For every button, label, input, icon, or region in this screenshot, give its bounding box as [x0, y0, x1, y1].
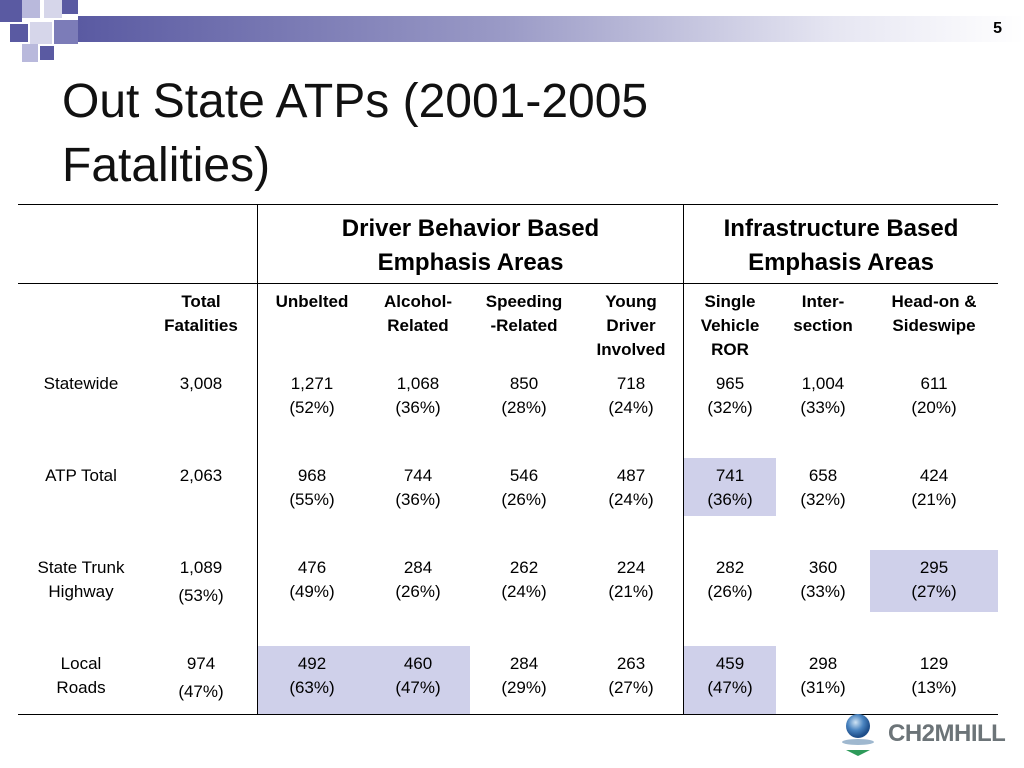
- table-cell: 850 (28%): [501, 374, 547, 417]
- table-divider-left: [257, 204, 258, 714]
- highlight-local-alcohol: [366, 646, 470, 714]
- table-cell: 1,004 (33%): [800, 374, 846, 417]
- col-header-speeding: Speeding -Related: [485, 292, 563, 335]
- table-cell: 1,089 (53%): [178, 558, 224, 605]
- table-cell: 360 (33%): [800, 558, 846, 601]
- col-header-young-driver: Young Driver Involved: [596, 292, 666, 359]
- table-cell: 1,068 (36%): [395, 374, 441, 417]
- row-label-atp-total: ATP Total: [45, 466, 117, 485]
- corner-decoration: [0, 0, 80, 64]
- header-gradient-bar: [78, 16, 1024, 42]
- group-header-driver: Driver Behavior Based Emphasis Areas: [341, 215, 600, 276]
- table-cell: 968 (55%): [289, 466, 335, 509]
- table-cell: 459 (47%): [707, 654, 753, 697]
- table-bottom-border: [18, 714, 998, 715]
- table-cell: 298 (31%): [800, 654, 846, 697]
- col-header-total-fatalities: Total Fatalities: [164, 292, 238, 335]
- table-cell: 263 (27%): [608, 654, 654, 697]
- row-label-statewide: Statewide: [43, 374, 119, 393]
- table-cell: 2,063: [179, 466, 223, 485]
- table-cell: 282 (26%): [707, 558, 753, 601]
- highlight-local-unbelted: [258, 646, 366, 714]
- row-label-local-roads: Local Roads: [56, 654, 106, 697]
- table-top-border: [18, 204, 998, 205]
- title-line-2: Fatalities): [62, 139, 271, 192]
- ch2mhill-logo-icon: [842, 714, 874, 756]
- table-cell: 546 (26%): [501, 466, 547, 509]
- title-line-1: Out State ATPs (2001-2005: [62, 75, 649, 128]
- table-cell: 492 (63%): [289, 654, 335, 697]
- table-cell: 741 (36%): [707, 466, 753, 509]
- highlight-atp-single-vehicle: [684, 458, 776, 516]
- table-cell: 284 (29%): [501, 654, 547, 697]
- table-cell: 295 (27%): [911, 558, 957, 601]
- table-cell: 718 (24%): [608, 374, 654, 417]
- page-title: Out State ATPs (2001-2005 Fatalities): [62, 70, 862, 198]
- table-header-divider: [18, 283, 998, 284]
- table-cell: 965 (32%): [707, 374, 753, 417]
- logo-text: CH2MHILL: [888, 720, 1006, 747]
- table-cell: 3,008: [179, 374, 223, 393]
- table-cell: 284 (26%): [395, 558, 441, 601]
- table-cell: 424 (21%): [911, 466, 957, 509]
- table-cell: 974 (47%): [178, 654, 224, 701]
- table-cell: 476 (49%): [289, 558, 335, 601]
- table-cell: 262 (24%): [501, 558, 547, 601]
- col-header-single-vehicle: Single Vehicle ROR: [700, 292, 760, 359]
- table-cell: 744 (36%): [395, 466, 441, 509]
- col-header-unbelted: Unbelted: [275, 292, 349, 311]
- table-cell: 1,271 (52%): [289, 374, 335, 417]
- page-number: 5: [993, 20, 1002, 37]
- table-cell: 611 (20%): [911, 374, 957, 417]
- group-header-infrastructure: Infrastructure Based Emphasis Areas: [723, 215, 959, 276]
- table-cell: 460 (47%): [395, 654, 441, 697]
- table-cell: 658 (32%): [800, 466, 846, 509]
- table-cell: 224 (21%): [608, 558, 654, 601]
- col-header-headon: Head-on & Sideswipe: [891, 292, 977, 335]
- table-divider-mid: [683, 204, 684, 714]
- highlight-local-single-vehicle: [684, 646, 776, 714]
- col-header-intersection: Inter- section: [793, 292, 853, 335]
- row-label-state-trunk-highway: State Trunk Highway: [37, 558, 125, 601]
- highlight-sth-headon: [870, 550, 998, 612]
- table-cell: 129 (13%): [911, 654, 957, 697]
- table-cell: 487 (24%): [608, 466, 654, 509]
- col-header-alcohol: Alcohol- Related: [384, 292, 452, 335]
